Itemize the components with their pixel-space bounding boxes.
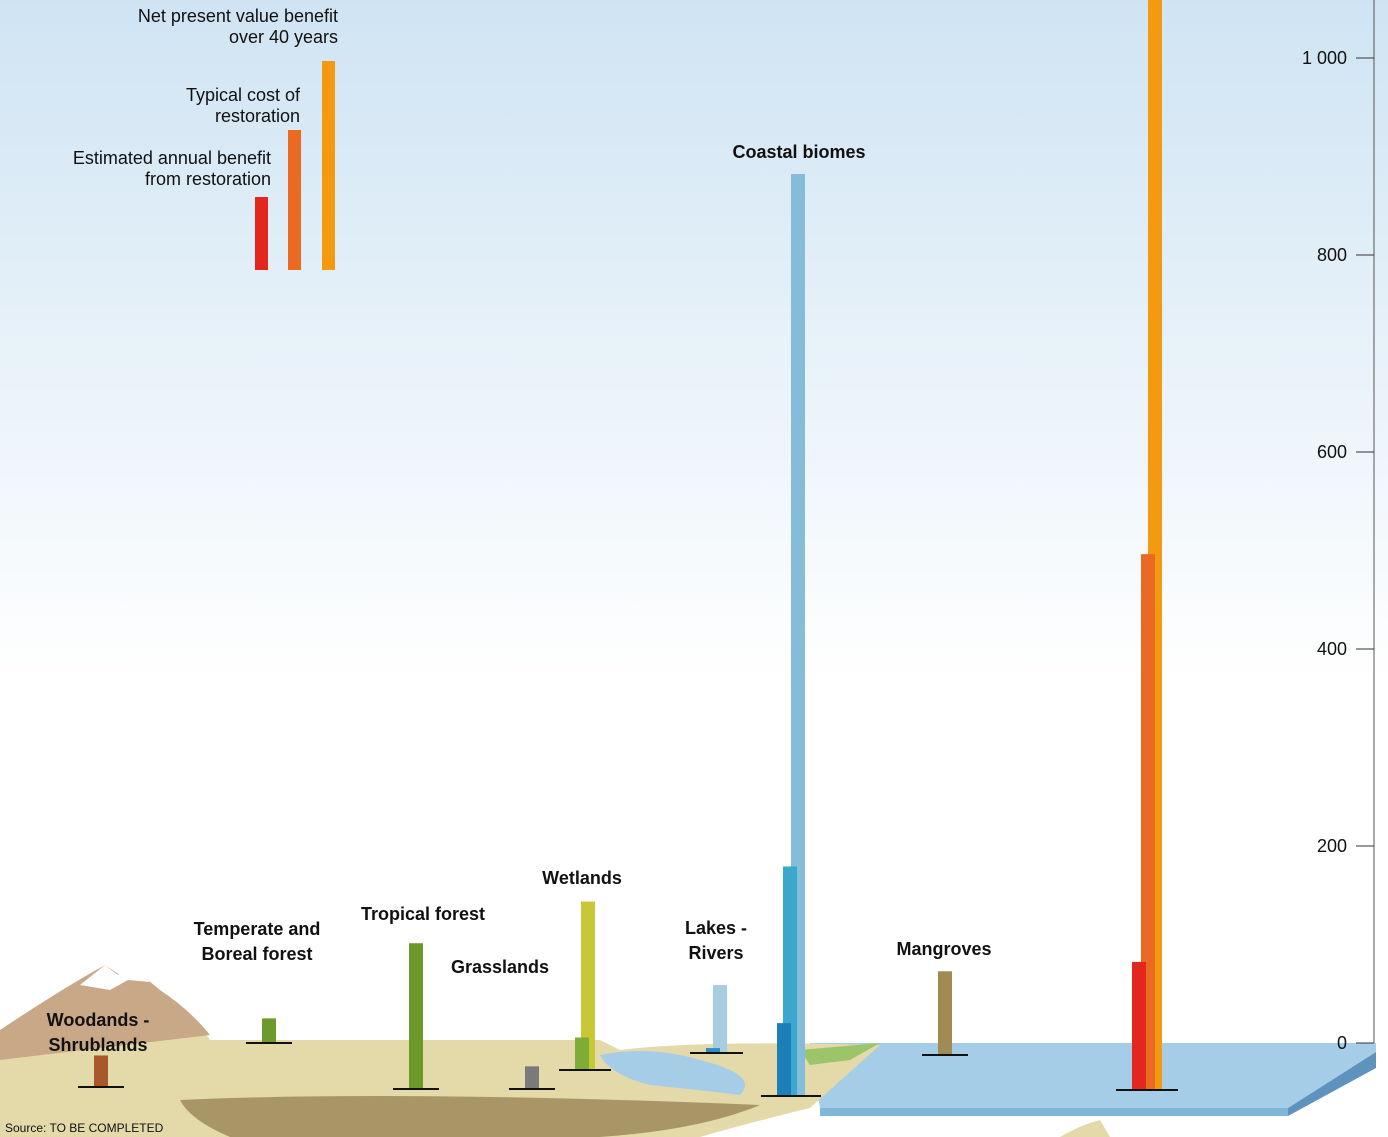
y-tick-label: 0: [1337, 1033, 1347, 1053]
biome-label: Rivers: [688, 943, 743, 963]
bar: [409, 943, 423, 1089]
y-tick-label: 400: [1317, 639, 1347, 659]
biome-label: Temperate and: [194, 919, 321, 939]
biome-label: Tropical forest: [361, 904, 485, 924]
bar: [581, 901, 595, 1070]
bar: [94, 1055, 108, 1087]
y-tick-label: 600: [1317, 442, 1347, 462]
legend-label: Typical cost of: [186, 85, 301, 105]
legend-label: Estimated annual benefit: [73, 148, 271, 168]
biome-label: Boreal forest: [201, 944, 312, 964]
biome-label: Lakes -: [685, 918, 747, 938]
bar: [706, 1048, 720, 1053]
biome-label: Woodands -: [47, 1010, 150, 1030]
bar: [1141, 554, 1155, 1090]
legend-swatch: [322, 61, 335, 270]
landscape: [0, 963, 1376, 1137]
legend-label: restoration: [215, 106, 300, 126]
bar: [777, 1023, 791, 1096]
bar: [575, 1037, 589, 1070]
legend-label: from restoration: [145, 169, 271, 189]
biome-label: Mangroves: [896, 939, 991, 959]
legend-swatch: [255, 197, 268, 270]
bar: [525, 1066, 539, 1089]
source-note: Source: TO BE COMPLETED: [5, 1121, 164, 1135]
bar: [713, 985, 727, 1053]
legend-label: Net present value benefit: [138, 6, 338, 26]
bar: [791, 174, 805, 1097]
biome-label: Grasslands: [451, 957, 549, 977]
legend-swatch: [288, 130, 301, 270]
bar: [938, 971, 952, 1055]
biome-label: Coastal biomes: [732, 142, 865, 162]
biome-label: Wetlands: [542, 868, 622, 888]
legend-label: over 40 years: [229, 27, 338, 47]
bar: [262, 1018, 276, 1043]
y-tick-label: 1 000: [1302, 48, 1347, 68]
bar: [1132, 961, 1146, 1090]
y-tick-label: 800: [1317, 245, 1347, 265]
biome-label: Shrublands: [48, 1035, 147, 1055]
y-tick-label: 200: [1317, 836, 1347, 856]
